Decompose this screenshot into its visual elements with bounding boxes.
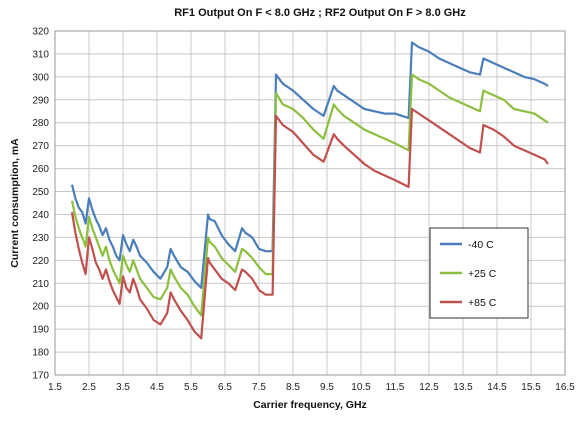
y-tick-label: 320	[32, 27, 49, 38]
y-tick-label: 260	[32, 164, 49, 175]
x-tick-label: 10.5	[351, 382, 371, 393]
y-tick-label: 170	[32, 371, 49, 382]
y-tick-label: 250	[32, 187, 49, 198]
y-tick-label: 210	[32, 279, 49, 290]
x-tick-label: 11.5	[386, 382, 405, 393]
x-tick-label: 2.5	[82, 382, 96, 393]
y-tick-label: 270	[32, 141, 49, 152]
legend-label-1: +25 C	[468, 268, 497, 280]
x-axis-ticks: 1.5 2.5 3.5 4.5 5.5 6.5 7.5 8.5 9.5 10.5 11.5 12.5 1…	[48, 382, 575, 393]
x-tick-label: 4.5	[150, 382, 164, 393]
x-tick-label: 6.5	[218, 382, 232, 393]
series-line-2	[70, 107, 549, 340]
x-tick-label: 1.5	[48, 382, 62, 393]
y-tick-label: 200	[32, 302, 49, 313]
series-lines	[70, 41, 549, 340]
y-axis-ticks: 170 180 190 200 210 220 230 240 250 260 270 280 290 3…	[32, 27, 49, 382]
y-tick-label: 310	[32, 49, 49, 60]
x-tick-label: 5.5	[184, 382, 198, 393]
y-axis-title: Current consumption, mA	[9, 138, 21, 268]
x-tick-label: 15.5	[521, 382, 541, 393]
chart-title: RF1 Output On F < 8.0 GHz ; RF2 Output O…	[174, 7, 466, 19]
legend-label-0: -40 C	[468, 239, 494, 251]
y-tick-label: 230	[32, 233, 49, 244]
y-tick-label: 220	[32, 256, 49, 267]
y-tick-label: 240	[32, 210, 49, 221]
x-tick-label: 3.5	[116, 382, 130, 393]
y-tick-label: 300	[32, 72, 49, 83]
x-tick-label: 7.5	[252, 382, 266, 393]
plot-area-border	[54, 30, 566, 376]
x-axis-title: Carrier frequency, GHz	[253, 399, 367, 411]
x-tick-label: 8.5	[286, 382, 300, 393]
x-tick-label: 13.5	[453, 382, 473, 393]
x-tick-label: 14.5	[487, 382, 507, 393]
y-tick-label: 290	[32, 95, 49, 106]
legend: -40 C +25 C +85 C	[429, 227, 529, 319]
y-tick-label: 180	[32, 348, 49, 359]
x-tick-label: 16.5	[555, 382, 575, 393]
series-line-0	[70, 41, 549, 289]
y-tick-label: 190	[32, 325, 49, 336]
x-tick-label: 9.5	[320, 382, 334, 393]
series-line-1	[70, 73, 549, 317]
legend-label-2: +85 C	[468, 297, 497, 309]
y-tick-label: 280	[32, 118, 49, 129]
x-tick-label: 12.5	[419, 382, 439, 393]
